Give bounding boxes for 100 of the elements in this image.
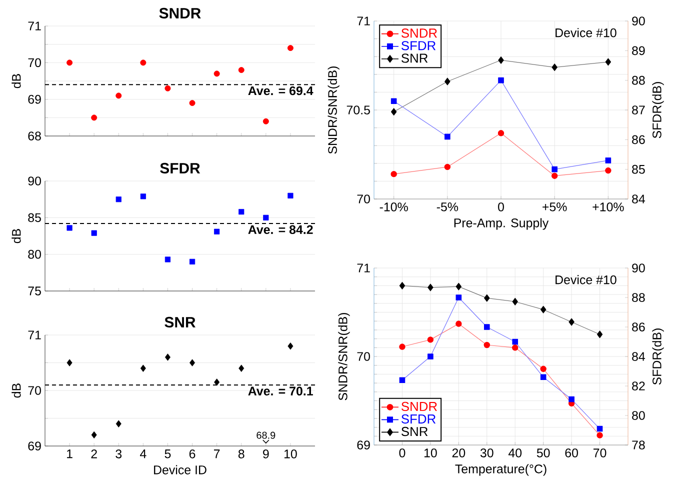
y-tick-label: 69	[28, 94, 41, 104]
point	[390, 108, 397, 116]
point	[116, 92, 122, 99]
legend-label: SNDR	[401, 402, 437, 412]
ref-line-label: Ave. = 69.4	[248, 86, 314, 96]
x-tick-label: 0	[399, 448, 406, 458]
point	[596, 330, 603, 338]
point	[551, 172, 558, 179]
y-tick-label: 69	[357, 440, 370, 450]
legend-label: SFDR	[401, 41, 436, 50]
y-axis-title: SNDR/SNR(dB)	[338, 313, 350, 400]
y2-tick-label: 84	[632, 194, 646, 204]
point	[484, 342, 490, 348]
point	[164, 256, 171, 262]
point	[498, 77, 504, 84]
point	[605, 167, 612, 174]
y2-tick-label: 78	[632, 440, 645, 450]
point	[540, 306, 546, 314]
point	[456, 294, 462, 300]
x-tick-label: 0	[498, 202, 504, 212]
x-tick-label: 2	[91, 450, 97, 458]
point	[288, 342, 294, 350]
y2-tick-label: 88	[632, 76, 645, 85]
point	[238, 67, 244, 73]
point	[116, 196, 122, 202]
y2-tick-label: 90	[632, 264, 645, 272]
point	[238, 209, 244, 215]
point	[512, 298, 518, 306]
point	[596, 432, 603, 438]
point	[288, 192, 294, 198]
x-tick-label: 5	[164, 450, 171, 458]
y2-tick-label: 84	[632, 352, 646, 361]
point	[238, 364, 244, 372]
x-axis-title: Pre-Amp. Supply	[454, 218, 549, 230]
point	[428, 354, 434, 360]
legend-label: SFDR	[401, 414, 436, 424]
annotation: Device #10	[556, 28, 616, 38]
point	[214, 228, 220, 234]
x-tick-label: -5%	[436, 202, 458, 212]
ref-line-label: Ave. = 70.1	[248, 386, 313, 396]
y-tick-label: 70	[357, 352, 370, 361]
point	[552, 166, 558, 172]
point	[444, 78, 450, 86]
x-tick-label: 20	[452, 448, 466, 458]
point	[91, 114, 98, 121]
point	[399, 344, 406, 350]
y2-tick-label: 86	[632, 322, 645, 332]
point	[66, 225, 72, 231]
y-axis-title: SNDR/SNR(dB)	[328, 66, 340, 154]
x-axis-title: Device ID	[154, 465, 206, 474]
point	[66, 359, 72, 366]
y-axis-title: dB	[12, 229, 21, 244]
y2-tick-label: 85	[632, 164, 645, 174]
y-tick-label: 71	[28, 330, 41, 340]
point	[190, 359, 196, 366]
y2-tick-label: 90	[632, 16, 645, 26]
point	[540, 366, 546, 372]
point	[540, 374, 546, 380]
y-tick-label: 71	[357, 264, 370, 272]
point	[116, 420, 122, 428]
point	[427, 336, 434, 343]
y-axis-title: dB	[12, 74, 21, 88]
point	[399, 282, 406, 290]
y-tick-label: 69	[28, 442, 41, 450]
y-tick-label: 71	[357, 16, 370, 26]
x-tick-label: -10%	[380, 202, 408, 212]
point	[140, 194, 146, 200]
point	[605, 158, 612, 164]
point	[164, 85, 171, 92]
x-tick-label: 40	[508, 448, 522, 458]
point	[164, 354, 170, 361]
point	[140, 364, 146, 372]
y2-tick-label: 87	[632, 106, 645, 114]
point	[456, 282, 462, 290]
point	[189, 258, 196, 264]
chart-title: SNR	[164, 316, 196, 328]
y2-tick-label: 86	[632, 135, 645, 144]
x-tick-label: 50	[536, 448, 550, 458]
point	[552, 64, 558, 71]
x-axis-title: Temperature(°C)	[455, 464, 546, 476]
point	[568, 318, 574, 326]
y2-axis-title: SFDR(dB)	[652, 82, 664, 138]
point	[456, 320, 462, 327]
x-tick-label: +10%	[592, 202, 624, 212]
x-tick-label: 9	[263, 450, 269, 458]
point	[390, 98, 397, 104]
y-axis-title: dB	[12, 384, 21, 398]
y-tick-label: 85	[28, 213, 41, 222]
x-tick-label: 10	[424, 448, 437, 458]
x-tick-label: 7	[214, 450, 220, 458]
point	[91, 431, 97, 438]
y2-tick-label: 88	[632, 293, 645, 302]
point	[484, 294, 490, 302]
point	[262, 118, 269, 124]
x-tick-label: 3	[116, 450, 122, 458]
point	[568, 396, 574, 402]
x-tick-label: +5%	[542, 202, 567, 212]
point	[189, 100, 196, 106]
y-tick-label: 75	[28, 286, 41, 296]
y2-axis-title: SFDR(dB)	[652, 328, 664, 385]
